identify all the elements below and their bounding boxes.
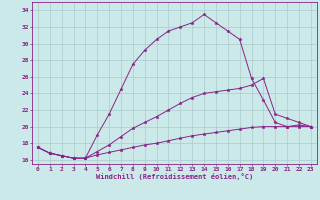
X-axis label: Windchill (Refroidissement éolien,°C): Windchill (Refroidissement éolien,°C) (96, 173, 253, 180)
